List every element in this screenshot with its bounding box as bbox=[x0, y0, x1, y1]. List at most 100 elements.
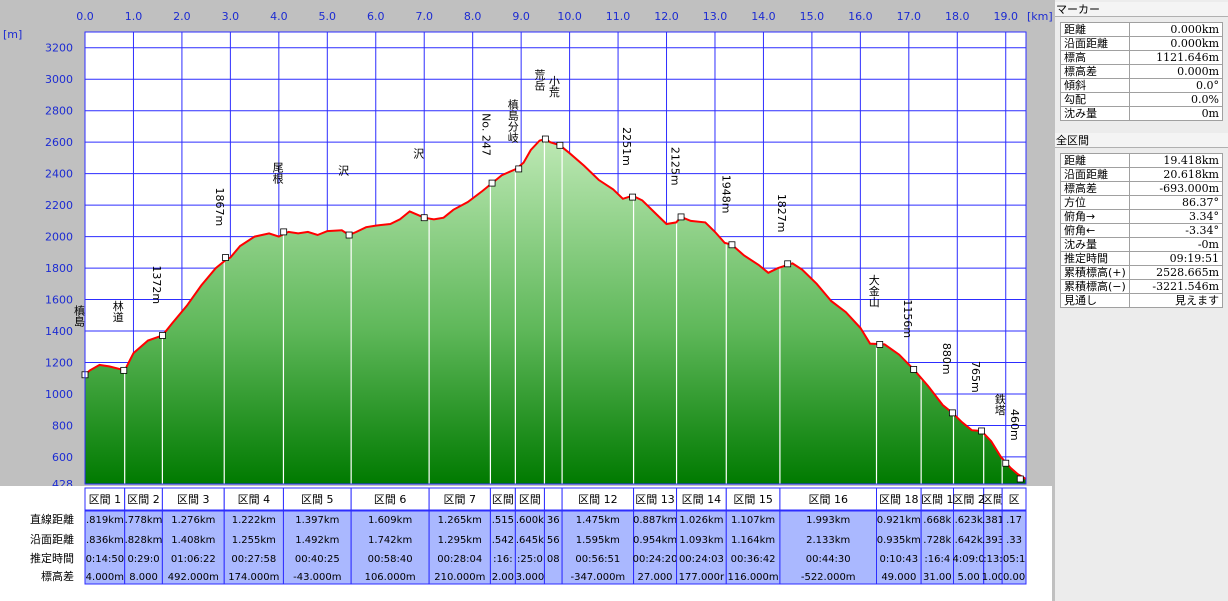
section-diff-value: 8.000 bbox=[129, 572, 158, 583]
section-straight-value: 1.276km bbox=[171, 515, 215, 526]
panel-key: 傾斜 bbox=[1060, 78, 1130, 93]
waypoint-marker bbox=[978, 427, 985, 435]
waypoint-marker bbox=[876, 341, 884, 348]
x-tick-label: 11.0 bbox=[606, 10, 631, 23]
waypoint-label: 林道 bbox=[111, 299, 124, 322]
x-tick-label: 17.0 bbox=[897, 10, 922, 23]
waypoint-label: 1867m bbox=[213, 188, 226, 227]
section-straight-value: .600k bbox=[516, 515, 544, 526]
section-data-cell bbox=[489, 510, 516, 585]
section-time-value: 00:56:51 bbox=[575, 554, 620, 565]
section-name: 区間 15 bbox=[733, 493, 773, 506]
x-tick-label: 1.0 bbox=[125, 10, 143, 23]
section-time-value: 00:27:58 bbox=[231, 554, 276, 565]
waypoint-label: 小荒 bbox=[547, 75, 560, 97]
section-diff-value: -347.000m bbox=[570, 572, 625, 583]
section-name: 区間 18 bbox=[879, 493, 919, 506]
y-tick-label: 2200 bbox=[45, 199, 73, 212]
section-header-cell bbox=[543, 487, 563, 511]
section-time-value: 08 bbox=[547, 554, 560, 565]
section-data-cell bbox=[428, 510, 491, 585]
section-name: 区 bbox=[1009, 493, 1020, 506]
y-tick-label: 1200 bbox=[45, 357, 73, 370]
section-path-value: .542 bbox=[492, 535, 514, 546]
section-time-value: 00:36:42 bbox=[731, 554, 776, 565]
waypoint-label: 1372m bbox=[150, 265, 163, 304]
y-tick-label: 2800 bbox=[45, 105, 73, 118]
section-straight-value: .819km bbox=[86, 515, 124, 526]
section-data-cell bbox=[161, 510, 225, 585]
section-time-value: :13: bbox=[983, 554, 1002, 565]
section-name: 区間 bbox=[519, 493, 541, 506]
section-path-value: .645k bbox=[516, 535, 544, 546]
marker-panel-title: マーカー bbox=[1055, 2, 1228, 17]
waypoint-label: 沢 bbox=[337, 164, 350, 177]
waypoint-symbols bbox=[81, 135, 1024, 483]
y-unit-label: [m] bbox=[3, 28, 22, 41]
section-diff-value: 177.000r bbox=[679, 572, 725, 583]
panel-row: 標高差 0.000m bbox=[1060, 64, 1223, 79]
panel-key: 累積標高(−) bbox=[1060, 279, 1130, 294]
section-name: 区間 bbox=[982, 493, 1004, 506]
section-diff-value: 210.000m bbox=[434, 572, 485, 583]
elevation-line[interactable] bbox=[84, 137, 1027, 480]
section-straight-value: .381 bbox=[982, 515, 1004, 526]
section-path-value: .393 bbox=[982, 535, 1004, 546]
section-time-value: :16: bbox=[493, 554, 512, 565]
waypoint-label: 880m bbox=[940, 343, 953, 375]
section-path-value: 56 bbox=[547, 535, 560, 546]
panel-row: 勾配 0.0% bbox=[1060, 92, 1223, 107]
section-header-cell bbox=[1001, 487, 1027, 511]
section-time-value: 0:10:43 bbox=[880, 554, 919, 565]
section-name: 区間 3 bbox=[177, 493, 210, 506]
panel-key: 沈み量 bbox=[1060, 106, 1130, 121]
waypoint-label: 沢 bbox=[412, 146, 425, 159]
panel-key: 沿面距離 bbox=[1060, 36, 1130, 51]
y-tick-label: 800 bbox=[52, 419, 73, 432]
section-straight-value: 1.107km bbox=[731, 515, 775, 526]
waypoint-label: 大金山 bbox=[867, 273, 880, 307]
waypoint-marker bbox=[784, 260, 792, 268]
marker-table: 距離 0.000km 沿面距離 0.000km 標高 1121.646m 標高差 0.000m… bbox=[1060, 22, 1223, 121]
panel-value: -0m bbox=[1129, 237, 1223, 252]
section-diff-value: 106.000m bbox=[365, 572, 416, 583]
section-diff-value: 49.000 bbox=[881, 572, 916, 583]
section-path-value: .836km bbox=[86, 535, 124, 546]
section-name: 区間 4 bbox=[238, 493, 271, 506]
section-name: 区間 1 bbox=[921, 493, 954, 506]
table-row-label: 直線距離 bbox=[30, 512, 74, 526]
section-name: 区間 7 bbox=[444, 493, 477, 506]
panel-key: 距離 bbox=[1060, 153, 1130, 168]
plot-border bbox=[84, 31, 1027, 485]
panel-value: 19.418km bbox=[1129, 153, 1223, 168]
section-straight-value: .623k bbox=[955, 515, 983, 526]
waypoint-marker bbox=[1016, 475, 1024, 483]
section-path-value: 1.093km bbox=[679, 535, 723, 546]
panel-key: 沈み量 bbox=[1060, 237, 1130, 252]
section-time-value: 0:29:0 bbox=[127, 554, 159, 565]
panel-value: 0m bbox=[1129, 106, 1223, 121]
section-diff-value: 0.00 bbox=[1003, 572, 1025, 583]
section-name: 区間 13 bbox=[635, 493, 675, 506]
x-tick-label: 8.0 bbox=[464, 10, 482, 23]
panel-value: 0.0% bbox=[1129, 92, 1223, 107]
section-diff-value: 27.000 bbox=[638, 572, 673, 583]
waypoint-marker bbox=[120, 366, 128, 374]
section-data-cell bbox=[282, 510, 352, 585]
y-tick-label: 3200 bbox=[45, 42, 73, 55]
section-name: 区間 5 bbox=[301, 493, 334, 506]
section-path-value: 1.255km bbox=[232, 535, 276, 546]
x-tick-label: 13.0 bbox=[703, 10, 728, 23]
section-data-cell bbox=[223, 510, 284, 585]
section-name: 区間 16 bbox=[808, 493, 848, 506]
section-straight-value: .17 bbox=[1006, 515, 1022, 526]
section-diff-value: 5.00 bbox=[957, 572, 979, 583]
panel-row: 傾斜 0.0° bbox=[1060, 78, 1223, 93]
panel-value: 0.000m bbox=[1129, 64, 1223, 79]
section-name: 区間 1 bbox=[89, 493, 122, 506]
info-panel: マーカー 距離 0.000km 沿面距離 0.000km 標高 1121.646m 標高差 0… bbox=[1055, 0, 1228, 601]
panel-key: 推定時間 bbox=[1060, 251, 1130, 266]
x-tick-label: 16.0 bbox=[848, 10, 873, 23]
